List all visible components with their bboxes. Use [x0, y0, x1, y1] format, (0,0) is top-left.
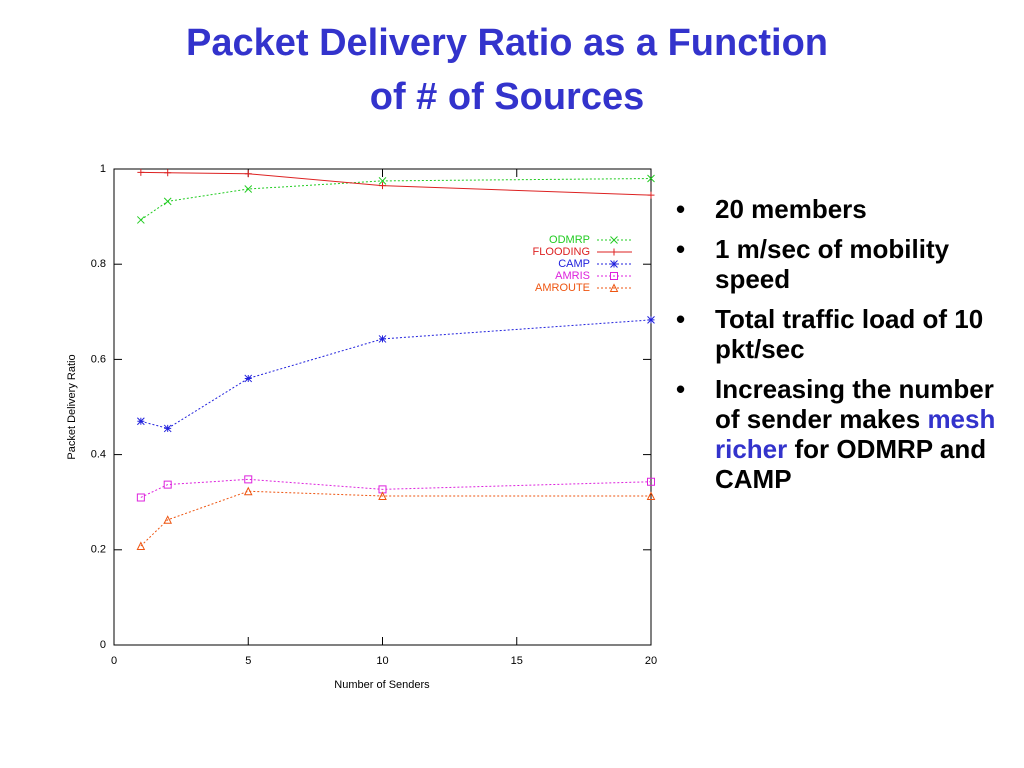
x-tick-label: 0 [111, 655, 117, 667]
bullet: Increasing the number of sender makes me… [672, 374, 1017, 494]
y-tick-label: 0.8 [91, 258, 106, 270]
marker [244, 185, 253, 193]
legend-label: FLOODING [533, 246, 590, 258]
marker [244, 374, 253, 383]
bullet-text: mesh richer [715, 404, 996, 464]
marker [379, 182, 386, 190]
legend-label: ODMRP [549, 234, 590, 246]
marker [378, 177, 387, 185]
marker [163, 424, 172, 433]
x-tick-label: 10 [376, 655, 388, 667]
y-tick-label: 0.2 [91, 544, 106, 556]
marker [136, 417, 145, 426]
marker [610, 260, 618, 268]
marker [610, 248, 618, 256]
marker [646, 491, 656, 501]
legend-label: AMRIS [555, 270, 590, 282]
marker [163, 515, 173, 524]
x-tick-label: 20 [645, 655, 657, 667]
marker [163, 480, 172, 489]
marker [610, 236, 618, 244]
y-axis-label: Packet Delivery Ratio [66, 354, 78, 459]
marker [136, 493, 145, 502]
x-axis-label: Number of Senders [334, 679, 430, 691]
marker [378, 335, 387, 343]
bullet-text: 20 members [715, 194, 867, 224]
marker [378, 491, 387, 501]
marker [610, 272, 618, 280]
marker [244, 170, 252, 178]
x-tick-label: 5 [245, 655, 251, 667]
bullet-text: Total traffic load of 10 pkt/sec [715, 304, 984, 364]
marker [136, 541, 146, 550]
series-line [140, 478, 652, 498]
bullet-list: 20 members 1 m/sec of mobility speed Total… [672, 194, 1017, 504]
y-tick-label: 0 [100, 639, 106, 651]
marker [647, 174, 655, 183]
marker [137, 168, 145, 176]
legend-label: CAMP [558, 258, 590, 270]
series-line [140, 490, 651, 547]
marker [243, 486, 253, 496]
bullet-text: Increasing the number of sender makes [715, 374, 994, 434]
marker [647, 316, 655, 324]
marker [609, 283, 619, 292]
y-tick-label: 1 [100, 163, 106, 175]
series-line [140, 171, 652, 196]
series-line [140, 178, 652, 221]
marker [378, 485, 387, 494]
bullet: 1 m/sec of mobility speed [672, 234, 1017, 294]
marker [163, 197, 172, 206]
slide-title: of # of Sources [369, 76, 645, 118]
marker [136, 216, 145, 224]
marker [647, 477, 655, 486]
bullet-text: 1 m/sec of mobility speed [715, 234, 950, 294]
marker [244, 475, 253, 484]
marker [164, 169, 172, 177]
bullet-text: for ODMRP and CAMP [715, 434, 987, 494]
slide-title: Packet Delivery Ratio as a Function [185, 22, 828, 64]
series-line [140, 319, 652, 429]
bullet: Total traffic load of 10 pkt/sec [672, 304, 1017, 364]
x-tick-label: 15 [511, 655, 523, 667]
y-tick-label: 0.4 [91, 449, 106, 461]
bullet: 20 members [672, 194, 1017, 224]
legend-label: AMROUTE [535, 282, 590, 294]
marker [647, 191, 655, 199]
y-tick-label: 0.6 [91, 353, 106, 365]
